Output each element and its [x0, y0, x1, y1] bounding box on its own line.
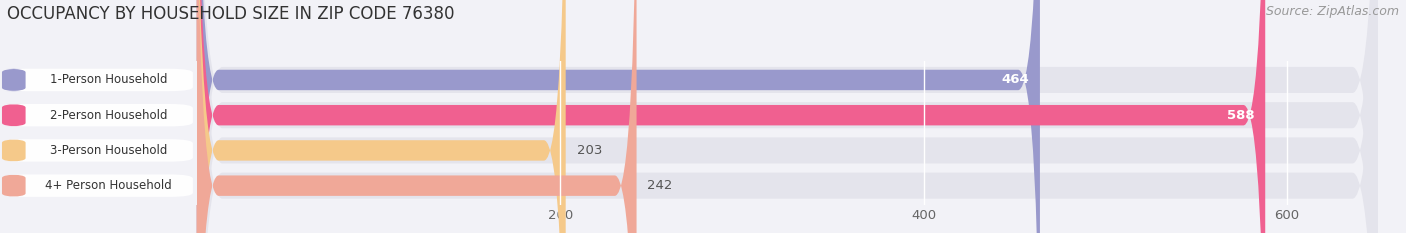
- FancyBboxPatch shape: [1, 139, 193, 162]
- Text: Source: ZipAtlas.com: Source: ZipAtlas.com: [1265, 5, 1399, 18]
- Text: 2-Person Household: 2-Person Household: [49, 109, 167, 122]
- FancyBboxPatch shape: [197, 0, 1265, 233]
- FancyBboxPatch shape: [197, 0, 1378, 233]
- Text: OCCUPANCY BY HOUSEHOLD SIZE IN ZIP CODE 76380: OCCUPANCY BY HOUSEHOLD SIZE IN ZIP CODE …: [7, 5, 454, 23]
- FancyBboxPatch shape: [1, 175, 25, 197]
- Text: 4+ Person Household: 4+ Person Household: [45, 179, 172, 192]
- FancyBboxPatch shape: [197, 0, 637, 233]
- Text: 464: 464: [1001, 73, 1029, 86]
- FancyBboxPatch shape: [1, 104, 193, 127]
- Text: 1-Person Household: 1-Person Household: [49, 73, 167, 86]
- FancyBboxPatch shape: [197, 0, 1378, 233]
- Text: 3-Person Household: 3-Person Household: [49, 144, 167, 157]
- FancyBboxPatch shape: [1, 69, 193, 91]
- FancyBboxPatch shape: [1, 104, 25, 127]
- Text: 242: 242: [647, 179, 673, 192]
- Text: 588: 588: [1226, 109, 1254, 122]
- FancyBboxPatch shape: [1, 139, 25, 162]
- FancyBboxPatch shape: [197, 0, 1378, 233]
- FancyBboxPatch shape: [1, 175, 193, 197]
- FancyBboxPatch shape: [197, 0, 1378, 233]
- FancyBboxPatch shape: [197, 0, 1040, 233]
- FancyBboxPatch shape: [197, 0, 565, 233]
- Text: 203: 203: [576, 144, 602, 157]
- FancyBboxPatch shape: [1, 69, 25, 91]
